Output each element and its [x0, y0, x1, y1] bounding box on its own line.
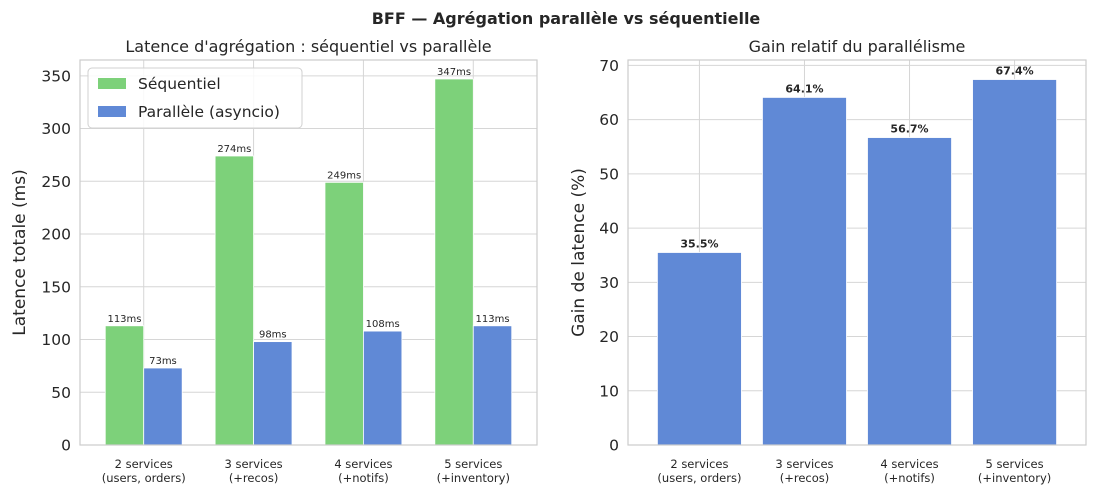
x-tick-label: 3 services (+recos) [224, 457, 282, 485]
bar [434, 78, 474, 446]
bar [214, 155, 254, 446]
y-tick-label: 50 [51, 384, 71, 402]
y-tick-label: 250 [41, 173, 71, 191]
x-tick-label: 5 services (+inventory) [437, 457, 510, 485]
y-tick-label: 30 [599, 274, 619, 292]
data-label: 113ms [475, 314, 509, 325]
x-tick-label: 2 services (users, orders) [657, 457, 741, 485]
data-label: 274ms [217, 144, 251, 155]
bar [363, 330, 403, 446]
legend-box [87, 67, 303, 129]
bar [253, 341, 293, 446]
bar [867, 137, 952, 446]
figure-title: BFF — Agrégation parallèle vs séquentiel… [372, 9, 761, 28]
bar [324, 181, 364, 446]
bar [972, 79, 1057, 446]
gain-chart: 0 10 20 30 40 50 60 70 35.5% 64.1% 56.7% 67.4% 2 ser… [569, 37, 1087, 485]
x-tick-label: 3 services (+recos) [775, 457, 833, 485]
chart-title: Gain relatif du parallélisme [749, 37, 966, 56]
latency-chart: 0 50 100 150 200 250 300 350 113ms 274ms 249ms 347m… [10, 37, 538, 485]
data-label: 249ms [327, 170, 361, 181]
y-tick-label: 0 [61, 437, 71, 455]
y-tick-label: 20 [599, 328, 619, 346]
y-tick-label: 10 [599, 382, 619, 400]
x-tick-label: 2 services (users, orders) [102, 457, 186, 485]
y-tick-label: 150 [41, 278, 71, 296]
x-tick-label: 4 services (+notifs) [880, 457, 938, 485]
data-label: 113ms [107, 314, 141, 325]
data-label: 347ms [437, 67, 471, 78]
y-tick-label: 70 [599, 57, 619, 75]
legend-swatch [98, 78, 126, 89]
bar [472, 325, 513, 446]
bar [104, 325, 145, 446]
axes-frame [79, 59, 538, 446]
bar [762, 97, 847, 446]
y-tick-label: 60 [599, 111, 619, 129]
data-label: 73ms [149, 356, 177, 367]
data-label: 56.7% [890, 123, 928, 136]
legend-swatch [98, 106, 126, 117]
chart-title: Latence d'agrégation : séquentiel vs par… [125, 37, 491, 56]
y-tick-label: 100 [41, 331, 71, 349]
bar [657, 252, 742, 446]
bar [143, 367, 183, 446]
data-label: 98ms [259, 330, 287, 341]
data-label: 35.5% [680, 238, 718, 251]
y-tick-label: 350 [41, 67, 71, 85]
y-tick-label: 50 [599, 165, 619, 183]
y-tick-label: 300 [41, 120, 71, 138]
legend-label: Séquentiel [138, 75, 221, 93]
x-tick-label: 4 services (+notifs) [334, 457, 392, 485]
y-axis-label: Gain de latence (%) [569, 168, 589, 337]
data-label: 108ms [366, 319, 400, 330]
x-tick-label: 5 services (+inventory) [978, 457, 1051, 485]
data-label: 64.1% [785, 82, 823, 95]
y-tick-label: 200 [41, 226, 71, 244]
axes-frame [627, 59, 1087, 446]
y-tick-label: 0 [609, 437, 619, 455]
data-label: 67.4% [995, 65, 1033, 78]
y-tick-label: 40 [599, 220, 619, 238]
y-axis-label: Latence totale (ms) [10, 169, 30, 335]
legend-label: Parallèle (asyncio) [138, 103, 280, 121]
